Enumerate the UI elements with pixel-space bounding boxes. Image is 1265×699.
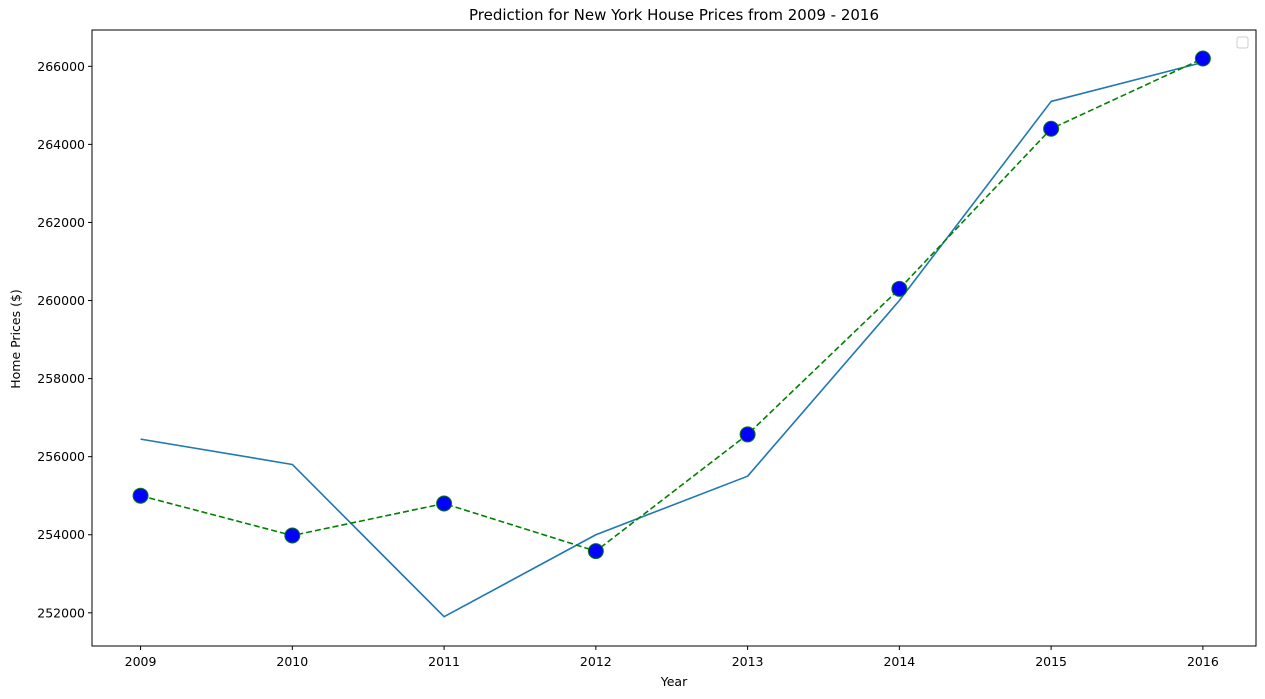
y-tick-label: 264000 [37,137,85,152]
x-tick-label: 2015 [1035,654,1067,669]
x-tick-label: 2009 [125,654,157,669]
y-axis-label: Home Prices ($) [8,289,23,389]
series-2-point [132,487,149,504]
x-axis-ticks: 2009 2010 2011 2012 2013 2014 2015 2016 [125,646,1219,669]
y-tick-label: 258000 [37,371,85,386]
series-2-point [1194,50,1211,67]
plot-area [91,29,1257,647]
y-axis-ticks: 252000 254000 256000 258000 260000 262000 2640… [37,59,92,620]
chart-title: Prediction for New York House Prices fro… [469,6,879,24]
y-tick-label: 256000 [37,449,85,464]
y-tick-label: 252000 [37,605,85,620]
x-axis-label: Year [660,674,688,689]
x-tick-label: 2016 [1187,654,1219,669]
y-tick-label: 254000 [37,527,85,542]
series-2-point [587,543,604,560]
series-2-line [140,57,1204,552]
series-2-point [739,426,756,443]
series-2-point [1043,120,1060,137]
series-2-point [891,280,908,297]
x-tick-label: 2012 [580,654,612,669]
x-tick-label: 2013 [732,654,764,669]
legend-box [1236,36,1249,49]
series-1-line [140,61,1204,618]
x-tick-label: 2014 [883,654,915,669]
plot-frame [91,29,1257,647]
y-tick-label: 262000 [37,215,85,230]
y-tick-label: 260000 [37,293,85,308]
x-tick-label: 2011 [428,654,460,669]
series-2-point [284,527,301,544]
x-tick-label: 2010 [276,654,308,669]
y-tick-label: 266000 [37,59,85,74]
series-group [132,50,1211,618]
series-2-point [436,495,453,512]
